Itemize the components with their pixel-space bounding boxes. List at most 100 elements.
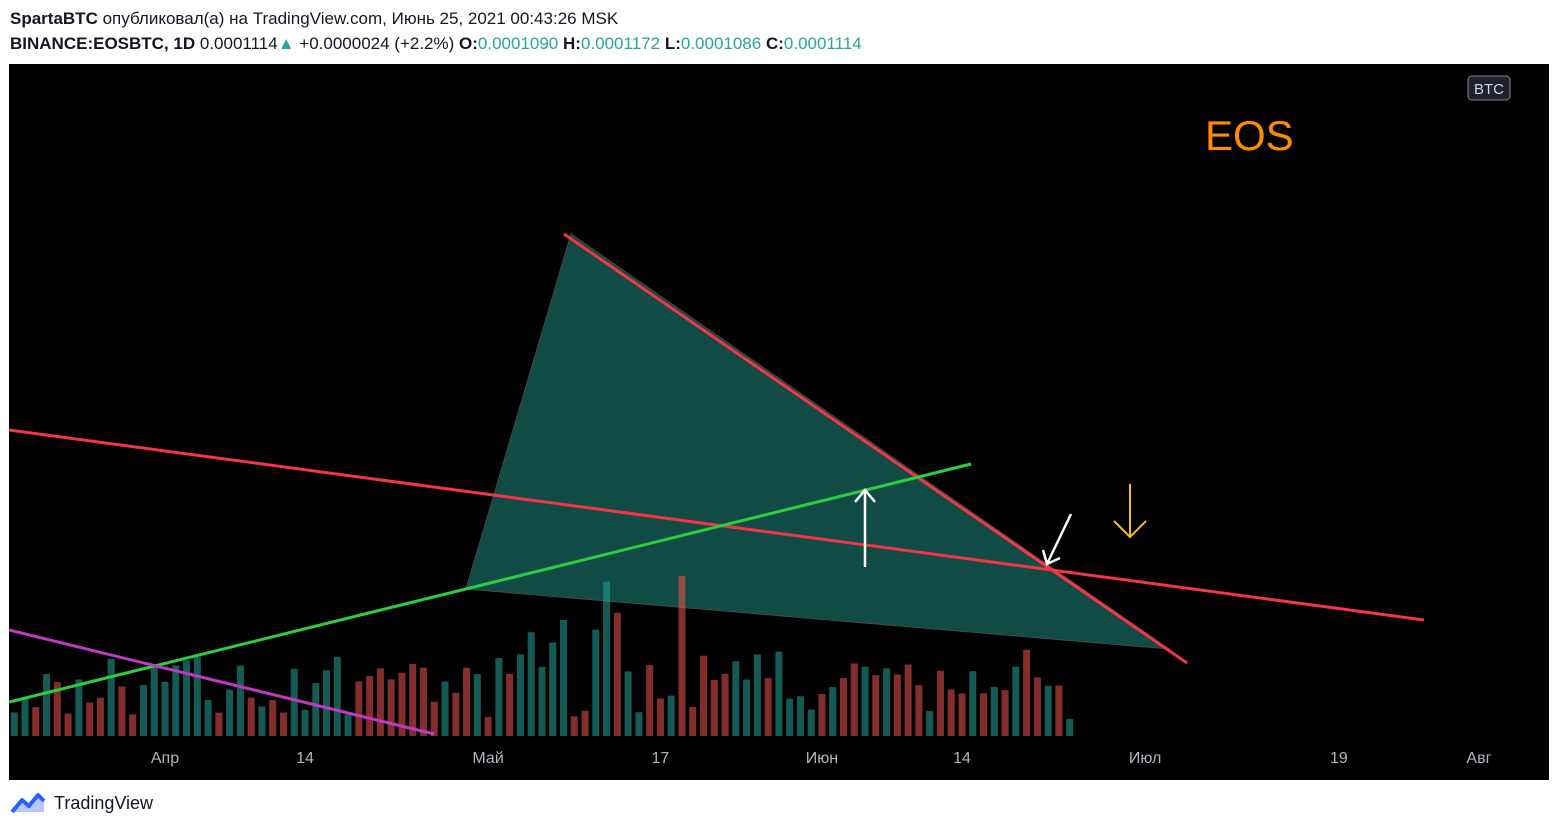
- volume-bar: [215, 712, 223, 736]
- volume-bar: [743, 679, 751, 736]
- low-value: 0.0001086: [680, 34, 762, 53]
- descending-red-trendline: [563, 232, 1188, 665]
- volume-bar: [915, 685, 923, 736]
- volume-bar: [807, 709, 815, 736]
- volume-bar: [75, 679, 83, 736]
- volume-bar: [829, 687, 837, 736]
- author-name[interactable]: SpartaBTC: [10, 9, 98, 28]
- publish-info: опубликовал(а) на TradingView.com, Июнь …: [102, 9, 619, 28]
- x-axis-tick-label: 14: [953, 750, 971, 767]
- high-value: 0.0001172: [580, 34, 661, 53]
- volume-bar: [926, 710, 934, 736]
- volume-bar: [646, 664, 654, 736]
- ohlc-line: BINANCE:EOSBTC, 1D 0.0001114▲ +0.0000024…: [10, 31, 862, 56]
- volume-bar: [818, 693, 826, 736]
- volume-bar: [700, 655, 707, 736]
- volume-bar: [850, 663, 858, 736]
- chart-area[interactable]: EOS0.00031000.00023000.00016000.00014000…: [9, 64, 1549, 780]
- last-price: 0.0001114: [199, 34, 278, 53]
- volume-bar: [581, 710, 589, 736]
- volume-bar: [667, 695, 675, 736]
- volume-bar: [721, 673, 729, 736]
- volume-bar: [840, 678, 848, 736]
- volume-bar: [64, 713, 72, 736]
- volume-bar: [1066, 718, 1074, 736]
- volume-bar: [613, 612, 621, 736]
- volume-bar: [139, 684, 147, 736]
- volume-bar: [473, 674, 481, 736]
- volume-bar: [452, 692, 460, 736]
- volume-bar: [419, 667, 427, 736]
- volume-bar: [107, 658, 115, 736]
- white-down-arrow-icon: [1041, 513, 1073, 566]
- green-support-trendline: [9, 462, 972, 704]
- volume-bar: [484, 717, 492, 736]
- long-red-trendline: [9, 428, 1425, 622]
- footer-brand: TradingView: [54, 792, 154, 813]
- volume-bar: [936, 670, 944, 736]
- x-axis-tick-label: Авг: [1466, 750, 1491, 767]
- volume-bar: [226, 689, 234, 736]
- x-axis-tick-label: 19: [1330, 750, 1348, 767]
- x-axis-tick-label: Июн: [806, 750, 838, 767]
- volume-bar: [1023, 649, 1031, 736]
- volume-bar: [86, 702, 94, 736]
- volume-bar: [279, 712, 287, 736]
- open-label: O:: [459, 34, 478, 53]
- volume-bar: [732, 661, 740, 736]
- volume-bar: [129, 714, 137, 736]
- volume-bar: [990, 686, 998, 736]
- tradingview-logo-icon: [10, 793, 46, 814]
- volume-bar: [463, 667, 471, 736]
- close-label: C:: [765, 34, 784, 53]
- volume-bar: [430, 701, 438, 736]
- chart-canvas[interactable]: EOS0.00031000.00023000.00016000.00014000…: [9, 64, 1549, 780]
- volume-bar: [570, 716, 578, 736]
- volume-bar: [753, 654, 761, 736]
- x-axis-tick-label: Апр: [151, 750, 179, 767]
- volume-bar: [861, 666, 869, 736]
- volume-bar: [323, 670, 331, 736]
- volume-bar: [118, 686, 126, 736]
- volume-bar: [656, 698, 664, 736]
- volume-bar: [301, 709, 309, 736]
- volume-bar: [559, 619, 567, 736]
- volume-bar: [172, 665, 180, 736]
- volume-bar: [150, 666, 158, 736]
- currency-badge-label: BTC: [1474, 81, 1504, 98]
- up-triangle-icon: ▲: [277, 34, 295, 53]
- volume-bar: [21, 697, 29, 736]
- low-label: L:: [664, 34, 681, 53]
- volume-bar: [786, 698, 794, 736]
- high-label: H:: [563, 34, 581, 53]
- volume-bar: [538, 666, 546, 736]
- volume-bar: [883, 668, 891, 736]
- price-change: +0.0000024 (+2.2%): [299, 34, 455, 53]
- volume-bar: [376, 668, 384, 736]
- volume-bar: [32, 707, 40, 736]
- x-axis-tick-label: Июл: [1129, 750, 1161, 767]
- volume-bar: [947, 689, 955, 736]
- volume-bar: [183, 660, 191, 736]
- yellow-down-arrow-icon: [1113, 484, 1147, 539]
- volume-bar: [495, 658, 503, 736]
- volume-bar: [1044, 685, 1052, 736]
- volume-bar: [204, 699, 212, 736]
- volume-bar: [366, 675, 374, 736]
- close-value: 0.0001114: [783, 34, 862, 53]
- triangle-pattern: [465, 233, 1171, 650]
- volume-bar: [635, 712, 643, 736]
- volume-bar: [247, 697, 255, 736]
- volume-bar: [893, 674, 901, 736]
- volume-bar: [872, 675, 880, 736]
- volume-bar: [258, 706, 266, 736]
- volume-bar: [603, 581, 611, 736]
- chart-header: SpartaBTC опубликовал(а) на TradingView.…: [10, 6, 862, 56]
- volume-bar: [387, 679, 395, 736]
- volume-bar: [441, 681, 449, 736]
- volume-bar: [624, 671, 632, 736]
- publish-line: SpartaBTC опубликовал(а) на TradingView.…: [10, 6, 862, 31]
- volume-bar: [506, 673, 514, 736]
- magenta-trendline: [9, 628, 435, 736]
- volume-bar: [796, 696, 804, 736]
